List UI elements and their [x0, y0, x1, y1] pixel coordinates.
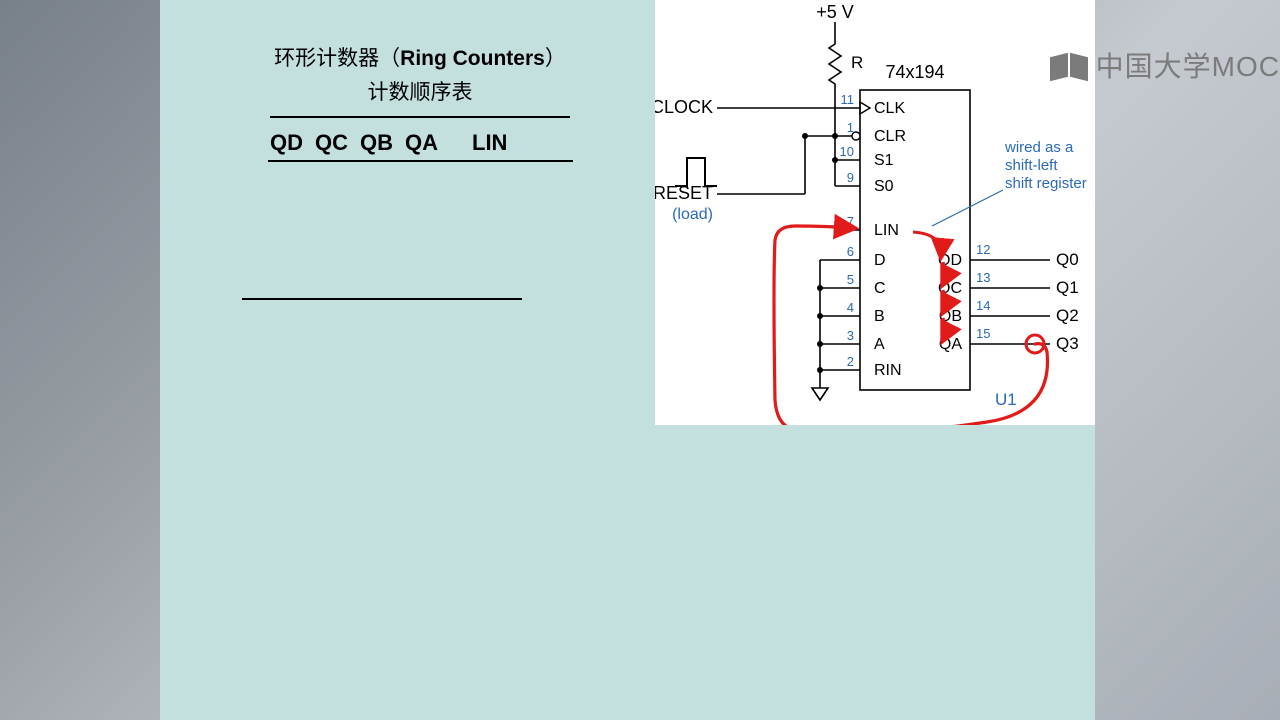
bottom-rule — [242, 298, 522, 300]
watermark-text: 中国大学MOC — [1096, 45, 1280, 85]
svg-text:15: 15 — [976, 326, 990, 341]
reset-label: RESET — [655, 183, 713, 203]
left-pins: 11CLK1CLR10S19S07LIN6D5C4B3A2RIN — [840, 92, 906, 379]
table-headers: QD QC QB QA LIN — [240, 130, 600, 156]
svg-text:12: 12 — [976, 242, 990, 257]
resistor-label: R — [851, 53, 863, 72]
svg-text:4: 4 — [847, 300, 854, 315]
title-line1: 环形计数器（Ring Counters） — [240, 42, 600, 72]
svg-text:B: B — [874, 308, 885, 325]
svg-text:C: C — [874, 280, 886, 297]
svg-text:5: 5 — [847, 272, 854, 287]
svg-text:A: A — [874, 336, 885, 353]
svg-text:S1: S1 — [874, 152, 894, 169]
header-rule — [268, 160, 573, 162]
watermark-logo-icon — [1050, 51, 1088, 79]
svg-text:Q0: Q0 — [1056, 250, 1079, 269]
refdes: U1 — [995, 390, 1017, 409]
hand-arrow-2 — [943, 262, 945, 284]
chip-label: 74x194 — [885, 62, 944, 82]
hand-arrow-1 — [913, 232, 941, 256]
annotation-l3: shift register — [1005, 175, 1087, 192]
svg-text:QC: QC — [938, 280, 962, 297]
schematic-panel: 74x194 +5 V R CLOCK RESET (load) 1 — [655, 0, 1095, 425]
svg-text:2: 2 — [847, 354, 854, 369]
title-line2: 计数顺序表 — [240, 76, 600, 106]
annotation-l2: shift-left — [1005, 157, 1058, 174]
watermark: 中国大学MOC — [1050, 45, 1280, 85]
title-block: 环形计数器（Ring Counters） 计数顺序表 — [240, 42, 600, 118]
col-qd: QD — [270, 130, 303, 156]
right-pins: 12QDQ013QCQ114QBQ215QAQ3 — [938, 242, 1079, 353]
svg-text:CLR: CLR — [874, 128, 906, 145]
title-rule — [270, 116, 570, 118]
svg-text:D: D — [874, 252, 886, 269]
svg-text:S0: S0 — [874, 178, 894, 195]
title-post: ） — [545, 47, 566, 70]
title-pre: 环形计数器（ — [274, 47, 400, 70]
annotation-leader — [932, 190, 1003, 226]
hand-arrow-4 — [943, 318, 945, 340]
col-qc: QC — [315, 130, 348, 156]
svg-text:Q3: Q3 — [1056, 334, 1079, 353]
supply-label: +5 V — [816, 2, 854, 22]
ground-icon — [812, 388, 828, 400]
hand-arrow-3 — [943, 290, 945, 312]
load-label: (load) — [672, 206, 713, 223]
svg-text:RIN: RIN — [874, 362, 902, 379]
svg-text:CLK: CLK — [874, 100, 905, 117]
svg-text:Q1: Q1 — [1056, 278, 1079, 297]
resistor — [829, 38, 841, 90]
svg-text:13: 13 — [976, 270, 990, 285]
annotation-l1: wired as a — [1004, 139, 1074, 156]
svg-text:LIN: LIN — [874, 222, 899, 239]
svg-text:3: 3 — [847, 328, 854, 343]
col-lin: LIN — [472, 130, 507, 156]
svg-text:Q2: Q2 — [1056, 306, 1079, 325]
svg-text:9: 9 — [847, 170, 854, 185]
clock-pulse-icon — [675, 158, 717, 186]
svg-text:14: 14 — [976, 298, 990, 313]
col-qb: QB — [360, 130, 393, 156]
clock-label: CLOCK — [655, 97, 713, 117]
schematic-svg: 74x194 +5 V R CLOCK RESET (load) 1 — [655, 0, 1095, 425]
svg-text:6: 6 — [847, 244, 854, 259]
svg-text:11: 11 — [841, 92, 855, 107]
col-qa: QA — [405, 130, 438, 156]
title-bold: Ring Counters — [400, 47, 545, 70]
svg-text:10: 10 — [840, 144, 854, 159]
slide-panel: 环形计数器（Ring Counters） 计数顺序表 QD QC QB QA L… — [160, 0, 1095, 720]
